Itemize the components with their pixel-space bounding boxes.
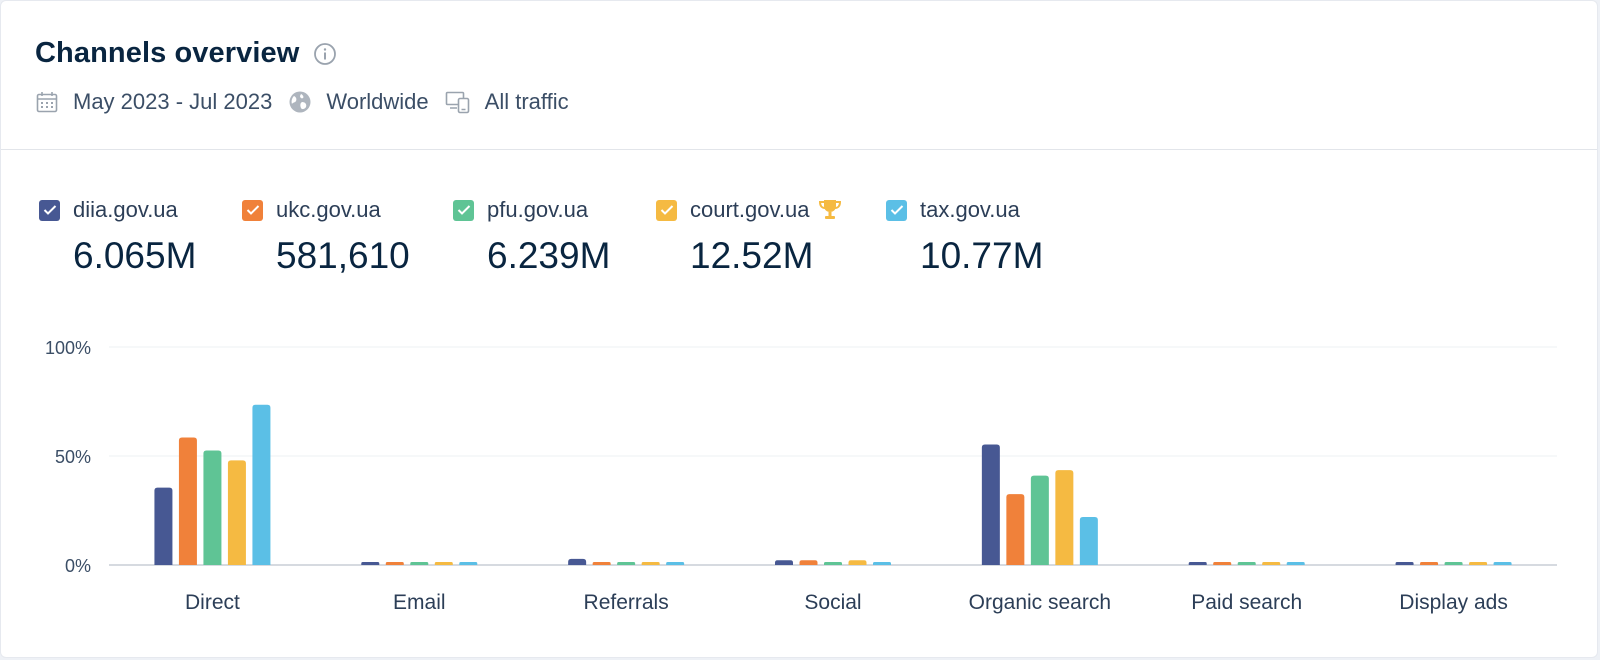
devices-icon: [445, 91, 469, 114]
trophy-icon: [819, 200, 842, 219]
bar-diia-gov-ua-paid-search[interactable]: [1188, 562, 1207, 565]
title-row: Channels overview: [35, 37, 337, 70]
bar-diia-gov-ua-referrals[interactable]: [568, 558, 587, 565]
bar-pfu-gov-ua-direct[interactable]: [203, 450, 222, 565]
bar-tax-gov-ua-display-ads[interactable]: [1493, 562, 1512, 565]
bar-tax-gov-ua-paid-search[interactable]: [1286, 562, 1305, 565]
x-category-label: Organic search: [969, 591, 1111, 614]
checkbox-checked-icon[interactable]: [453, 199, 474, 221]
bar-pfu-gov-ua-email[interactable]: [410, 562, 429, 565]
checkbox-checked-icon[interactable]: [242, 199, 263, 221]
bar-pfu-gov-ua-organic-search[interactable]: [1030, 475, 1049, 565]
country-filter[interactable]: Worldwide: [288, 89, 429, 115]
legend-site-visits: 6.239M: [487, 235, 611, 276]
bar-pfu-gov-ua-social[interactable]: [824, 562, 842, 565]
traffic-type-label: All traffic: [484, 89, 569, 114]
legend-item-diia[interactable]: diia.gov.ua 6.065M: [39, 197, 196, 277]
bar-ukc-gov-ua-paid-search[interactable]: [1213, 562, 1232, 565]
legend-item-ukc[interactable]: ukc.gov.ua 581,610: [242, 197, 410, 277]
bar-diia-gov-ua-display-ads[interactable]: [1395, 562, 1414, 565]
bar-pfu-gov-ua-referrals[interactable]: [617, 562, 636, 565]
bar-court-gov-ua-referrals[interactable]: [641, 562, 660, 565]
x-category-label: Email: [393, 591, 446, 614]
bar-ukc-gov-ua-social[interactable]: [799, 560, 818, 565]
bar-ukc-gov-ua-organic-search[interactable]: [1006, 494, 1025, 565]
bar-diia-gov-ua-organic-search[interactable]: [981, 444, 1000, 565]
legend-site-visits: 6.065M: [73, 235, 197, 276]
bar-diia-gov-ua-direct[interactable]: [154, 487, 173, 565]
bar-court-gov-ua-direct[interactable]: [227, 460, 246, 565]
legend-site-name: ukc.gov.ua: [276, 197, 381, 222]
bar-tax-gov-ua-referrals[interactable]: [666, 562, 685, 565]
legend-item-tax[interactable]: tax.gov.ua 10.77M: [886, 197, 1043, 277]
bar-pfu-gov-ua-paid-search[interactable]: [1237, 562, 1256, 565]
bar-court-gov-ua-social[interactable]: [848, 560, 867, 565]
y-tick-label: 100%: [45, 338, 91, 358]
bar-tax-gov-ua-organic-search[interactable]: [1079, 517, 1098, 565]
bar-tax-gov-ua-social[interactable]: [873, 562, 891, 565]
date-range-filter[interactable]: May 2023 - Jul 2023: [35, 89, 272, 115]
bar-pfu-gov-ua-display-ads[interactable]: [1444, 562, 1463, 565]
legend-site-name: pfu.gov.ua: [487, 197, 589, 222]
bar-court-gov-ua-email[interactable]: [434, 562, 453, 565]
x-category-label: Referrals: [584, 591, 669, 614]
bar-ukc-gov-ua-email[interactable]: [385, 562, 404, 565]
checkbox-checked-icon[interactable]: [656, 199, 677, 221]
bar-tax-gov-ua-email[interactable]: [459, 562, 478, 565]
calendar-icon: [36, 92, 58, 113]
filters-row: May 2023 - Jul 2023 Worldwide Al: [35, 89, 585, 115]
checkbox-checked-icon[interactable]: [39, 199, 60, 221]
legend-site-name: court.gov.ua: [690, 197, 810, 222]
bar-tax-gov-ua-direct[interactable]: [252, 404, 271, 565]
bar-ukc-gov-ua-referrals[interactable]: [592, 562, 611, 565]
legend-item-pfu[interactable]: pfu.gov.ua 6.239M: [453, 197, 610, 277]
traffic-type-filter[interactable]: All traffic: [445, 89, 569, 115]
country-label: Worldwide: [326, 89, 429, 114]
bar-ukc-gov-ua-direct[interactable]: [178, 437, 197, 565]
x-category-label: Paid search: [1191, 591, 1302, 614]
x-category-label: Social: [804, 591, 861, 614]
page-title: Channels overview: [35, 37, 300, 69]
legend-site-visits: 581,610: [276, 235, 410, 276]
x-category-label: Direct: [185, 591, 240, 614]
card-header: Channels overview May 2023 - Jul 2023: [1, 1, 1597, 150]
bar-ukc-gov-ua-display-ads[interactable]: [1420, 562, 1439, 565]
legend-site-visits: 12.52M: [690, 235, 814, 276]
legend-site-name: diia.gov.ua: [73, 197, 178, 222]
globe-icon: [289, 91, 311, 113]
info-icon[interactable]: [313, 42, 337, 66]
y-tick-label: 0%: [65, 556, 91, 576]
bar-court-gov-ua-paid-search[interactable]: [1262, 562, 1281, 565]
bar-court-gov-ua-display-ads[interactable]: [1469, 562, 1488, 565]
checkbox-checked-icon[interactable]: [886, 199, 907, 221]
bar-diia-gov-ua-social[interactable]: [775, 560, 793, 565]
date-range-label: May 2023 - Jul 2023: [73, 89, 273, 114]
y-tick-label: 50%: [55, 447, 91, 467]
legend-site-visits: 10.77M: [920, 235, 1044, 276]
x-category-label: Display ads: [1399, 591, 1508, 614]
bar-court-gov-ua-organic-search[interactable]: [1055, 470, 1074, 565]
bar-diia-gov-ua-email[interactable]: [361, 562, 380, 565]
channels-bar-chart: 100% 50% 0% Direct Email Referrals Social Organ…: [45, 338, 1557, 614]
legend-site-name: tax.gov.ua: [920, 197, 1020, 222]
legend-item-court[interactable]: court.gov.ua 12.52M: [656, 197, 843, 277]
